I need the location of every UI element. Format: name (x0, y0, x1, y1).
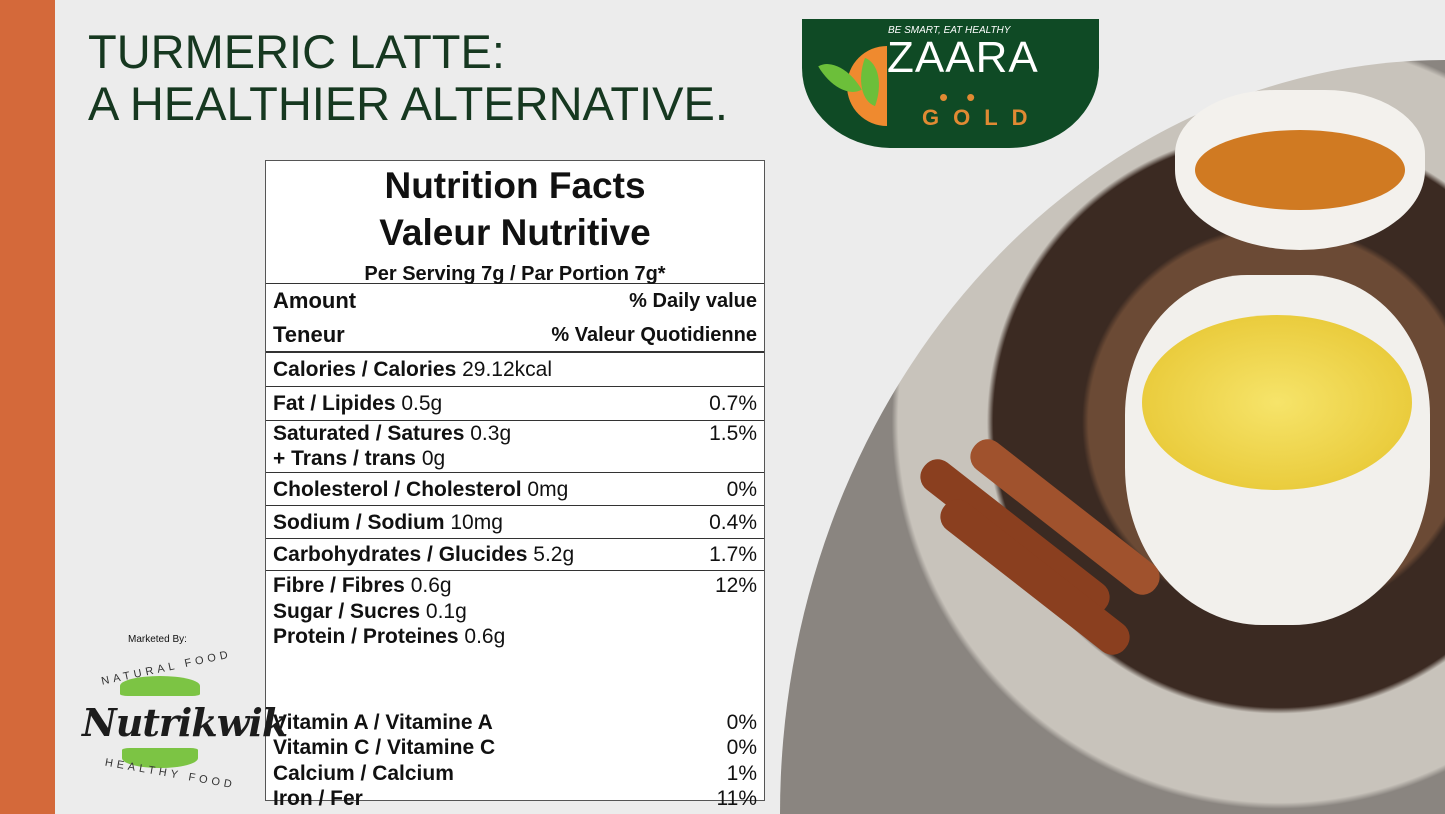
nutrient-row: Fibre / Fibres 0.6g 12% (273, 574, 757, 597)
nutrient-row: Sugar / Sucres 0.1g (273, 599, 467, 623)
nutrient-row: Protein / Proteines 0.6g (273, 625, 506, 648)
nutrient-row: Cholesterol / Cholesterol 0mg 0% (266, 473, 764, 506)
nutrient-row: Sodium / Sodium 10mg 0.4% (266, 506, 764, 539)
zaara-gold-logo: BE SMART, EAT HEALTHY ZAARA •• GOLD (802, 19, 1099, 148)
nutrient-row: Iron / Fer 11% (273, 787, 757, 810)
nutrient-row: Calories / Calories 29.12kcal (266, 353, 764, 387)
marketed-by-label: Marketed By: (128, 634, 187, 645)
nutrient-row: Fat / Lipides 0.5g 0.7% (266, 387, 764, 421)
turmeric-latte-photo (780, 60, 1445, 814)
nutrient-row: Vitamin C / Vitamine C 0% (273, 736, 757, 759)
nutrient-row: Calcium / Calcium 1% (273, 761, 757, 785)
accent-bar (0, 0, 55, 814)
nutrient-row: Vitamin A / Vitamine A 0% (273, 710, 757, 734)
nutrient-row: Carbohydrates / Glucides 5.2g 1.7% (266, 539, 764, 571)
page-title: TURMERIC LATTE: A HEALTHIER ALTERNATIVE. (88, 25, 728, 130)
nutrition-facts-table: Nutrition Facts Valeur Nutritive Per Ser… (265, 160, 765, 810)
nutrient-row: Saturated / Satures 0.3g + Trans / trans … (266, 421, 764, 473)
